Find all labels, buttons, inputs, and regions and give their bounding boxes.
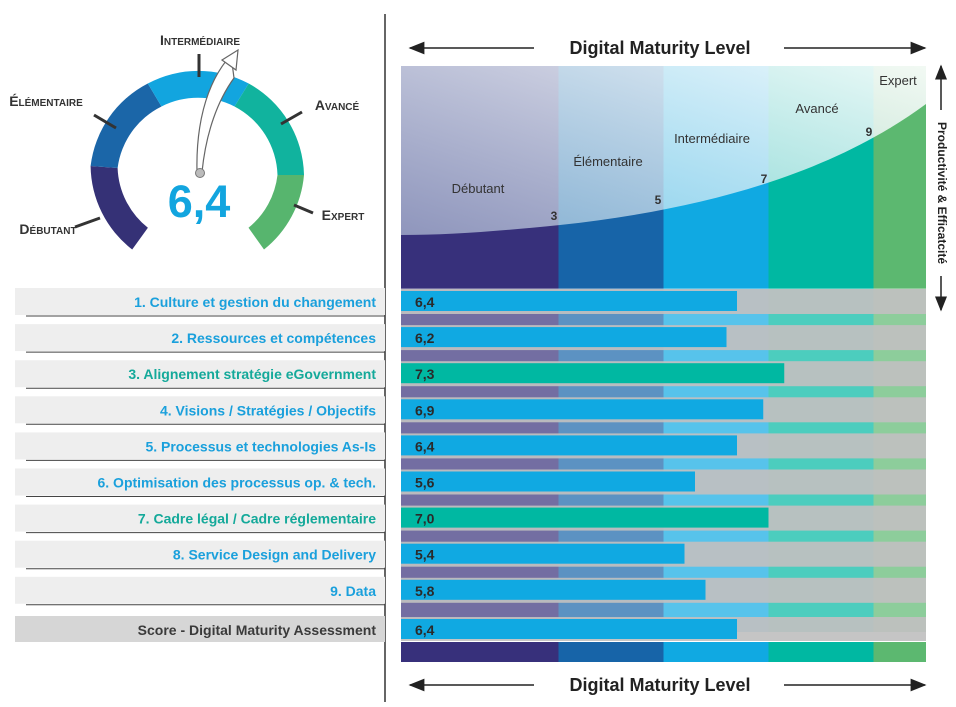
row-label-background (15, 396, 385, 424)
gauge-segment-avance (234, 83, 304, 175)
row-label-background (15, 360, 385, 388)
score-bar (401, 619, 737, 639)
gauge-segment-elementaire (90, 83, 162, 168)
band-legend-debutant (401, 642, 559, 662)
row-label-background (15, 540, 385, 568)
gauge-hub (195, 168, 205, 178)
threshold-label: 3 (551, 209, 558, 223)
score-value-label: 6,4 (415, 622, 435, 638)
category-row: 6,9 4. Visions / Stratégies / Objectifs (15, 396, 926, 425)
category-row: 5,8 9. Data (15, 576, 926, 606)
category-row: 7,3 3. Alignement stratégie eGovernment (15, 360, 926, 389)
footer-title: Digital Maturity Level (569, 675, 750, 695)
value-bar (401, 543, 685, 564)
gauge-score: 6,4 (168, 176, 231, 227)
band-label-intermediaire: Intermédiaire (674, 131, 750, 146)
value-label: 5,6 (415, 475, 435, 491)
value-bar (401, 471, 695, 492)
threshold-label: 7 (761, 172, 768, 186)
level-band-labels: Débutant Élémentaire Intermédiaire Avancé Ex… (452, 73, 918, 223)
score-row: 6,4 Score - Digital Maturity Assessment (15, 616, 926, 642)
header: Digital Maturity Level (408, 38, 927, 58)
value-bar (401, 435, 737, 456)
category-rows: 6,41. Culture et gestion du changement6,… (15, 288, 926, 642)
row-label-background (15, 288, 385, 315)
row-label-background (15, 616, 385, 642)
category-row: 6,2 2. Ressources et compétences (15, 324, 926, 353)
category-row: 6,4 1. Culture et gestion du changement (15, 288, 926, 317)
value-bar (401, 399, 764, 420)
band-legend-avance (768, 642, 874, 662)
value-label: 6,4 (415, 294, 435, 310)
category-label: 2. Ressources et compétences (171, 330, 376, 346)
category-row: 5,6 6. Optimisation des processus op. & t… (15, 468, 926, 497)
row-label-background (15, 432, 385, 460)
value-bar (401, 327, 727, 348)
y-axis-label: Productivité & Efficatcité (935, 122, 949, 264)
band-label-elementaire: Élémentaire (573, 154, 642, 169)
band-legend-elementaire (558, 642, 664, 662)
value-label: 5,8 (415, 583, 435, 599)
row-label-background (15, 468, 385, 496)
category-label: 5. Processus et technologies As-Is (145, 438, 376, 454)
gauge-segment-expert (248, 175, 304, 250)
value-label: 6,4 (415, 438, 435, 454)
value-bar (401, 579, 706, 600)
category-row: 7,0 7. Cadre légal / Cadre réglementaire (15, 504, 926, 534)
gauge-label-elementaire: Élémentaire (9, 93, 83, 109)
gauge-segment-debutant (90, 166, 148, 250)
band-legend-intermediaire (663, 642, 769, 662)
row-label-background (15, 324, 385, 352)
threshold-label: 9 (866, 125, 873, 139)
category-row: 6,4 5. Processus et technologies As-Is (15, 432, 926, 461)
value-label: 5,4 (415, 547, 435, 563)
header-title: Digital Maturity Level (569, 38, 750, 58)
band-label-debutant: Débutant (452, 181, 505, 196)
category-label: 3. Alignement stratégie eGovernment (128, 366, 376, 382)
category-label: 8. Service Design and Delivery (173, 547, 376, 563)
gauge-label-expert: Expert (322, 207, 365, 223)
maturity-gauge: Débutant Élémentaire Intermédiaire Avanc… (9, 32, 364, 250)
category-label: 1. Culture et gestion du changement (134, 294, 376, 310)
value-bar (401, 291, 737, 311)
gauge-label-intermediaire: Intermédiaire (160, 32, 240, 48)
category-label: 4. Visions / Stratégies / Objectifs (160, 402, 376, 418)
band-label-avance: Avancé (795, 101, 838, 116)
category-label: 7. Cadre légal / Cadre réglementaire (138, 511, 376, 527)
category-label: 9. Data (330, 583, 376, 599)
value-label: 7,3 (415, 366, 435, 382)
row-label-background (15, 576, 385, 604)
maturity-curve-overlay (401, 66, 926, 235)
band-label-expert: Expert (879, 73, 917, 88)
value-bar (401, 363, 785, 384)
band-legend-expert (873, 642, 926, 662)
score-label: Score - Digital Maturity Assessment (138, 622, 377, 638)
category-row: 5,4 8. Service Design and Delivery (15, 540, 926, 570)
value-label: 6,9 (415, 402, 435, 418)
footer: Digital Maturity Level (408, 675, 927, 695)
value-label: 6,2 (415, 330, 435, 346)
category-label: 6. Optimisation des processus op. & tech… (97, 475, 376, 491)
gauge-label-debutant: Débutant (19, 221, 76, 237)
gauge-label-avance: Avancé (315, 97, 360, 113)
row-label-background (15, 504, 385, 532)
value-bar (401, 507, 769, 528)
value-label: 7,0 (415, 511, 435, 527)
y-axis: Productivité & Efficatcité (933, 64, 949, 312)
threshold-label: 5 (655, 193, 662, 207)
